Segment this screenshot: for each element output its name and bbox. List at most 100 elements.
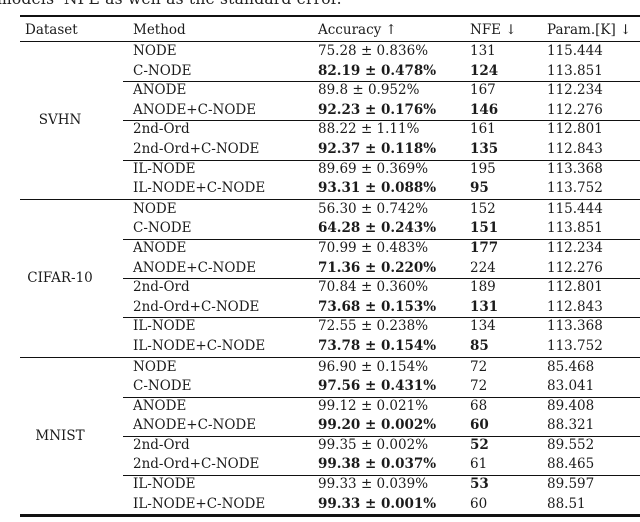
method-cell: 2nd-Ord bbox=[133, 121, 190, 138]
table-row: NODE 96.90 ± 0.154% 72 85.468 bbox=[20, 358, 640, 378]
accuracy-cell: 70.99 ± 0.483% bbox=[318, 239, 429, 256]
column-header-method: Method bbox=[133, 22, 186, 38]
accuracy-cell: 99.35 ± 0.002% bbox=[318, 436, 429, 453]
table-row: ANODE 89.8 ± 0.952% 167 112.234 bbox=[20, 81, 640, 101]
caption-fragment: models' NFE as well as the standard erro… bbox=[0, 0, 640, 10]
column-header-param: Param.[K] ↓ bbox=[547, 22, 632, 38]
table-row: ANODE+C-NODE 71.36 ± 0.220% 224 112.276 bbox=[20, 259, 640, 279]
param-cell: 89.408 bbox=[547, 397, 595, 414]
method-cell: C-NODE bbox=[133, 378, 192, 395]
table-row: 2nd-Ord 70.84 ± 0.360% 189 112.801 bbox=[20, 278, 640, 298]
table-row: 2nd-Ord 99.35 ± 0.002% 52 89.552 bbox=[20, 435, 640, 456]
param-cell: 112.234 bbox=[547, 82, 603, 99]
method-cell: IL-NODE+C-NODE bbox=[133, 180, 266, 197]
table-row: NODE 56.30 ± 0.742% 152 115.444 bbox=[20, 200, 640, 220]
table-row: IL-NODE+C-NODE 73.78 ± 0.154% 85 113.752 bbox=[20, 337, 640, 357]
param-cell: 115.444 bbox=[547, 200, 603, 217]
nfe-cell: 85 bbox=[470, 337, 489, 354]
nfe-cell: 131 bbox=[470, 298, 499, 315]
param-cell: 112.276 bbox=[547, 101, 603, 118]
method-cell: 2nd-Ord+C-NODE bbox=[133, 298, 260, 315]
method-cell: NODE bbox=[133, 200, 177, 217]
accuracy-cell: 72.55 ± 0.238% bbox=[318, 318, 429, 335]
table-row: IL-NODE+C-NODE 93.31 ± 0.088% 95 113.752 bbox=[20, 179, 640, 199]
param-cell: 112.843 bbox=[547, 298, 603, 315]
accuracy-cell: 99.20 ± 0.002% bbox=[318, 417, 437, 434]
table-row: ANODE 99.12 ± 0.021% 68 89.408 bbox=[20, 396, 640, 417]
table-row: IL-NODE 72.55 ± 0.238% 134 113.368 bbox=[20, 317, 640, 337]
accuracy-cell: 99.12 ± 0.021% bbox=[318, 397, 429, 414]
param-cell: 85.468 bbox=[547, 358, 595, 375]
param-cell: 112.276 bbox=[547, 259, 603, 276]
method-cell: IL-NODE bbox=[133, 476, 196, 493]
method-cell: ANODE+C-NODE bbox=[133, 101, 257, 118]
method-cell: NODE bbox=[133, 43, 177, 59]
table-row: IL-NODE+C-NODE 99.33 ± 0.001% 60 88.51 bbox=[20, 495, 640, 515]
table-row: 2nd-Ord+C-NODE 73.68 ± 0.153% 131 112.843 bbox=[20, 298, 640, 318]
table-row: C-NODE 64.28 ± 0.243% 151 113.851 bbox=[20, 219, 640, 239]
method-cell: IL-NODE bbox=[133, 160, 196, 177]
nfe-cell: 146 bbox=[470, 101, 499, 118]
dataset-label: CIFAR-10 bbox=[27, 270, 93, 287]
accuracy-cell: 73.68 ± 0.153% bbox=[318, 298, 437, 315]
nfe-cell: 61 bbox=[470, 456, 488, 473]
table-row: IL-NODE 99.33 ± 0.039% 53 89.597 bbox=[20, 475, 640, 495]
nfe-cell: 195 bbox=[470, 160, 496, 177]
nfe-cell: 167 bbox=[470, 82, 496, 99]
param-cell: 113.851 bbox=[547, 62, 603, 79]
nfe-cell: 151 bbox=[470, 220, 499, 237]
method-cell: ANODE+C-NODE bbox=[133, 259, 257, 276]
nfe-cell: 134 bbox=[470, 318, 496, 335]
dataset-group: CIFAR-10 NODE 56.30 ± 0.742% 152 115.444 C-NO… bbox=[20, 198, 640, 357]
method-cell: 2nd-Ord bbox=[133, 436, 190, 453]
nfe-cell: 135 bbox=[470, 140, 499, 157]
param-cell: 112.801 bbox=[547, 279, 603, 296]
nfe-cell: 189 bbox=[470, 279, 496, 296]
method-cell: ANODE bbox=[133, 397, 187, 414]
column-header-accuracy: Accuracy ↑ bbox=[318, 22, 397, 38]
param-cell: 89.597 bbox=[547, 476, 595, 493]
accuracy-cell: 93.31 ± 0.088% bbox=[318, 180, 437, 197]
method-cell: NODE bbox=[133, 358, 177, 375]
accuracy-cell: 56.30 ± 0.742% bbox=[318, 200, 429, 217]
column-header-nfe: NFE ↓ bbox=[470, 22, 517, 38]
dataset-label: MNIST bbox=[35, 427, 85, 444]
accuracy-cell: 99.38 ± 0.037% bbox=[318, 456, 437, 473]
nfe-cell: 131 bbox=[470, 43, 496, 59]
caption-text: models' NFE as well as the standard erro… bbox=[0, 0, 342, 8]
param-cell: 112.234 bbox=[547, 239, 603, 256]
dataset-group: SVHN NODE 75.28 ± 0.836% 131 115.444 C-NODE 82… bbox=[20, 42, 640, 199]
dataset-group: MNIST NODE 96.90 ± 0.154% 72 85.468 C-NODE 97.… bbox=[20, 356, 640, 515]
method-cell: 2nd-Ord+C-NODE bbox=[133, 140, 260, 157]
results-table: Dataset Method Accuracy ↑ NFE ↓ Param.[K… bbox=[20, 15, 640, 517]
method-cell: ANODE bbox=[133, 82, 187, 99]
table-row: C-NODE 97.56 ± 0.431% 72 83.041 bbox=[20, 377, 640, 397]
param-cell: 112.801 bbox=[547, 121, 603, 138]
nfe-cell: 68 bbox=[470, 397, 488, 414]
param-cell: 89.552 bbox=[547, 436, 595, 453]
method-cell: ANODE bbox=[133, 239, 187, 256]
accuracy-cell: 92.23 ± 0.176% bbox=[318, 101, 437, 118]
method-cell: IL-NODE bbox=[133, 318, 196, 335]
method-cell: 2nd-Ord bbox=[133, 279, 190, 296]
nfe-cell: 161 bbox=[470, 121, 496, 138]
nfe-cell: 177 bbox=[470, 239, 499, 256]
nfe-cell: 60 bbox=[470, 417, 489, 434]
table-bottom-rule bbox=[20, 514, 640, 517]
table-row: NODE 75.28 ± 0.836% 131 115.444 bbox=[20, 42, 640, 62]
param-cell: 113.368 bbox=[547, 160, 603, 177]
param-cell: 88.51 bbox=[547, 495, 586, 512]
nfe-cell: 124 bbox=[470, 62, 499, 79]
table-header-rule bbox=[20, 41, 640, 42]
accuracy-cell: 88.22 ± 1.11% bbox=[318, 121, 420, 138]
accuracy-cell: 92.37 ± 0.118% bbox=[318, 140, 437, 157]
method-cell: C-NODE bbox=[133, 62, 192, 79]
accuracy-cell: 99.33 ± 0.039% bbox=[318, 476, 429, 493]
table-row: ANODE+C-NODE 99.20 ± 0.002% 60 88.321 bbox=[20, 416, 640, 436]
table-row: 2nd-Ord 88.22 ± 1.11% 161 112.801 bbox=[20, 120, 640, 140]
accuracy-cell: 71.36 ± 0.220% bbox=[318, 259, 437, 276]
accuracy-cell: 70.84 ± 0.360% bbox=[318, 279, 429, 296]
accuracy-cell: 73.78 ± 0.154% bbox=[318, 337, 437, 354]
nfe-cell: 60 bbox=[470, 495, 488, 512]
